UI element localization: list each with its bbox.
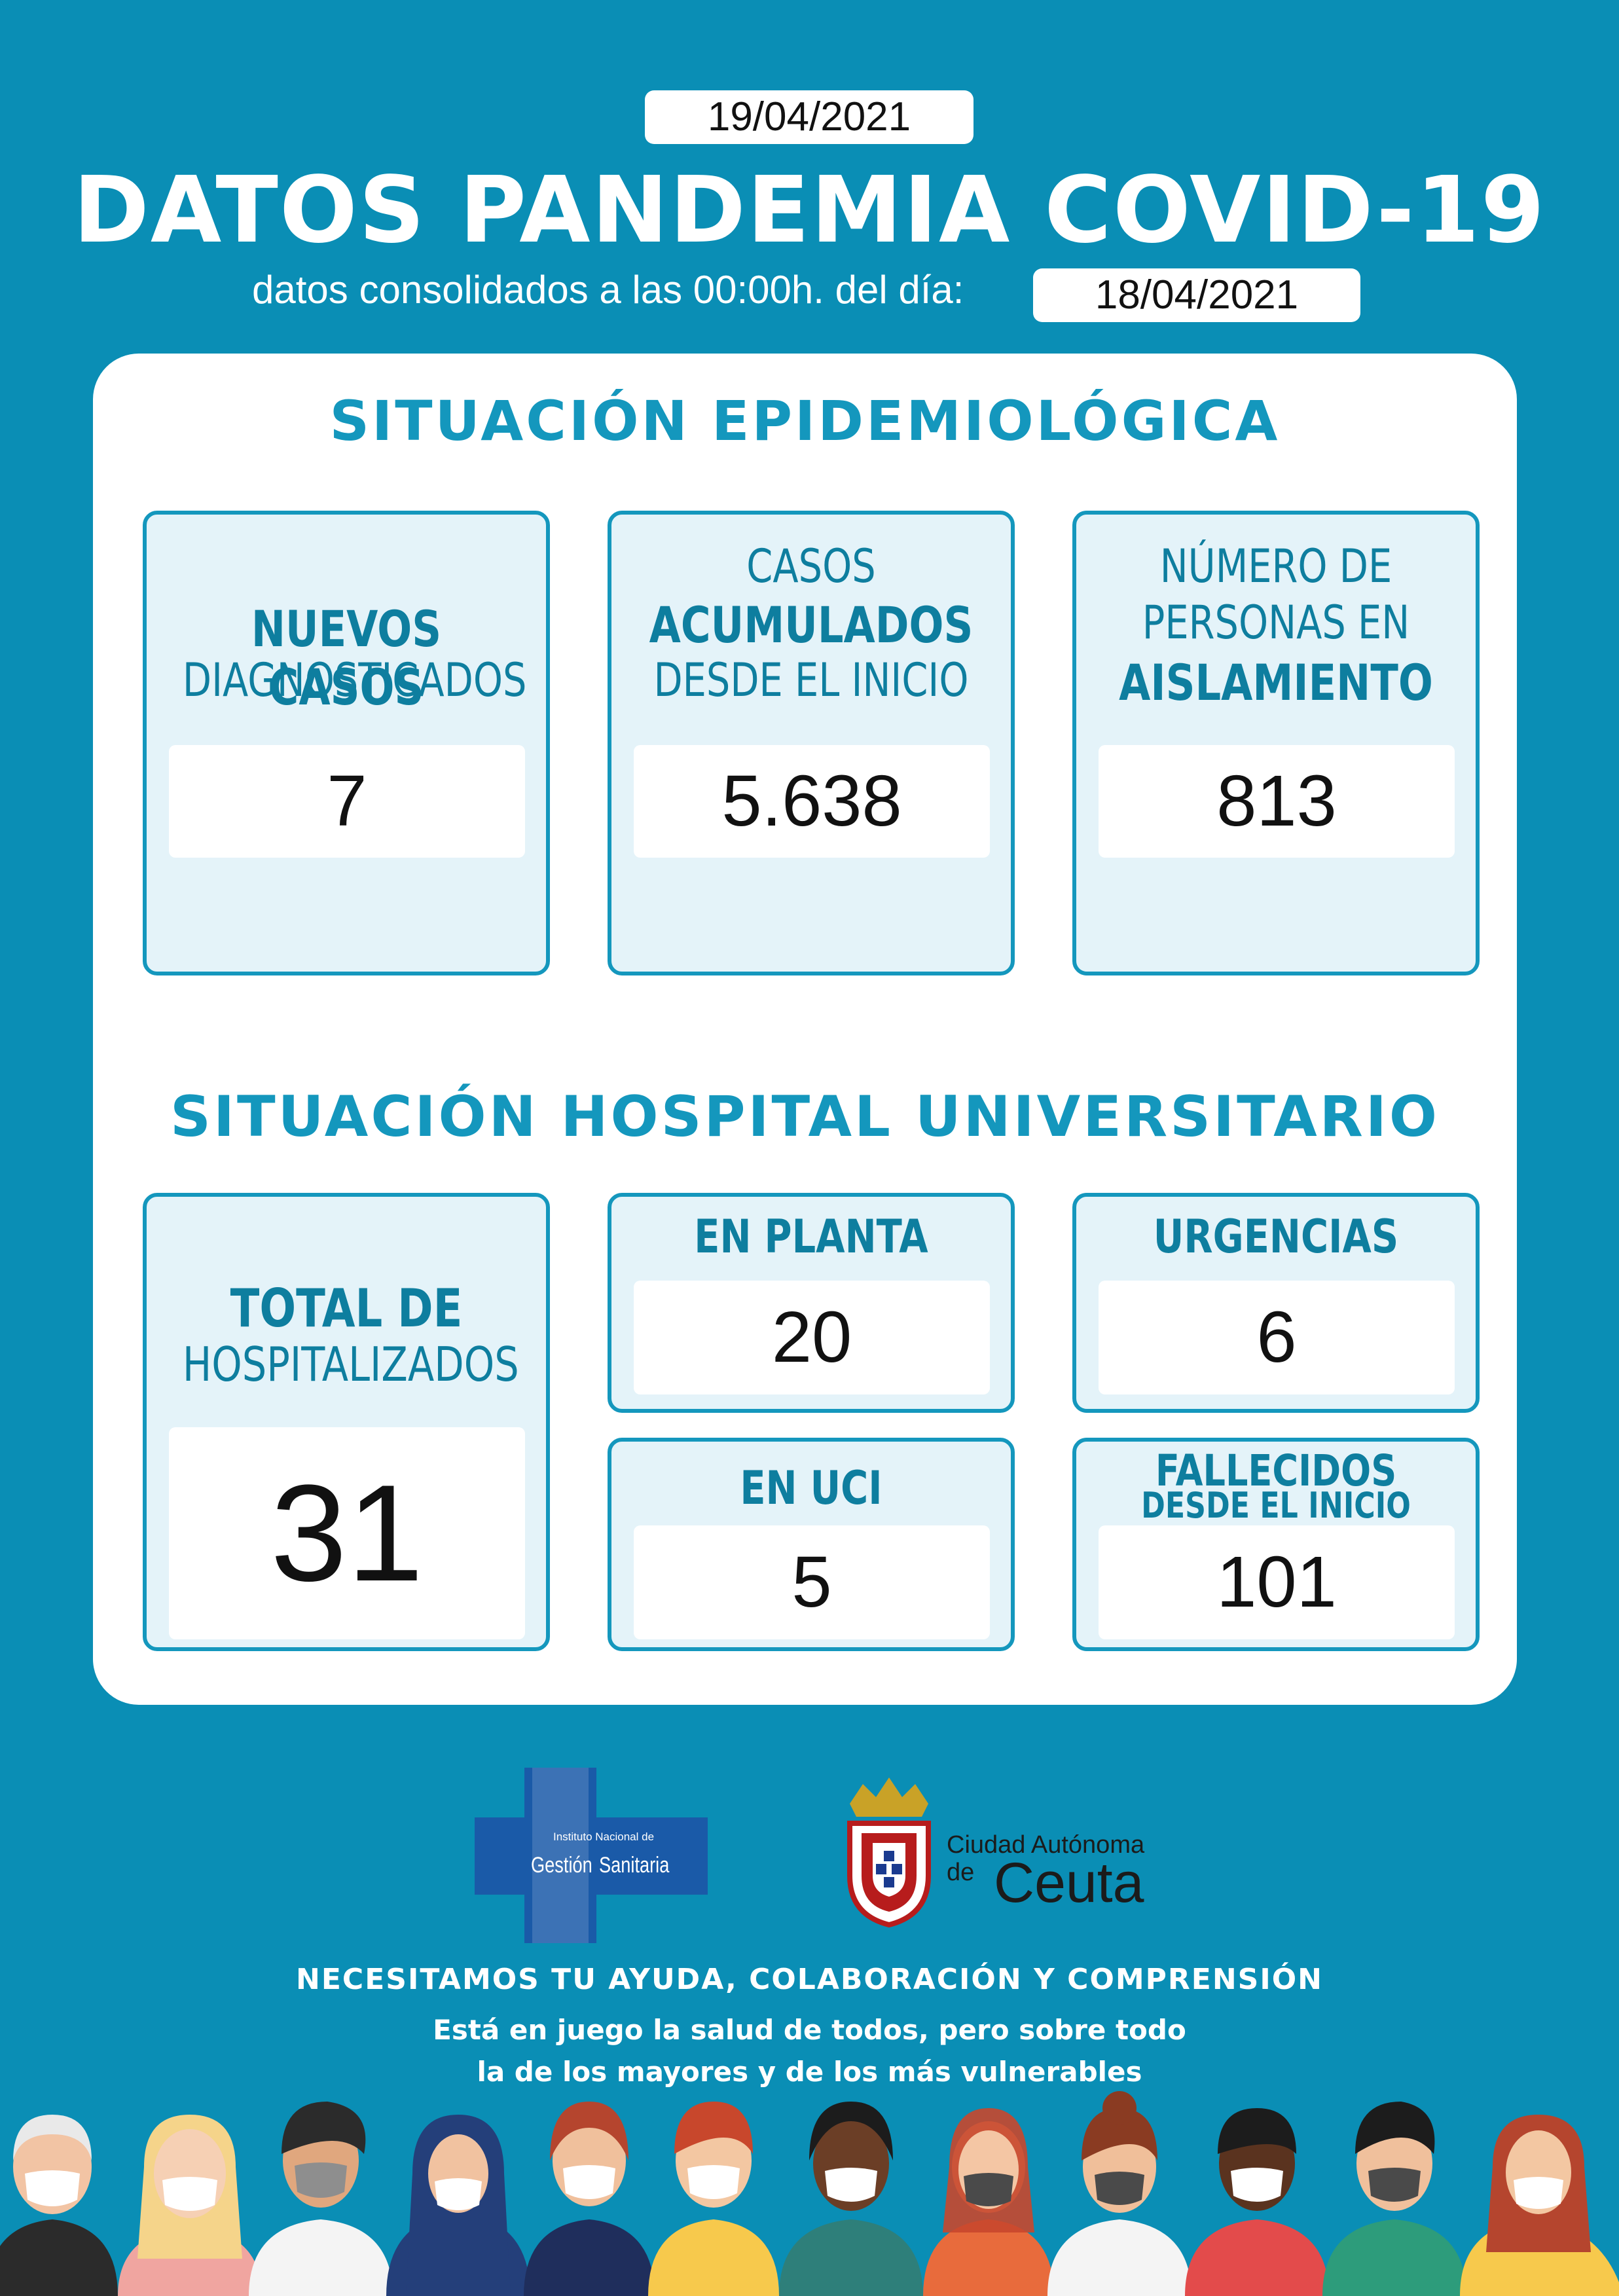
value-urgencias: 6	[1099, 1281, 1455, 1394]
person-10	[1185, 2108, 1329, 2296]
person-3	[249, 2102, 393, 2296]
section-title-hospital: SITUACIÓN HOSPITAL UNIVERSITARIO	[170, 1084, 1440, 1150]
footer-line-2: Está en juego la salud de todos, pero so…	[433, 2014, 1186, 2046]
ingesa-logo-text-right: Sanitaria	[599, 1853, 670, 1878]
ingesa-logo: Instituto Nacional de Gestión Sanitaria	[475, 1768, 708, 1943]
ceuta-logo: Ciudad Autónoma de Ceuta	[837, 1777, 1177, 1928]
person-5	[524, 2102, 655, 2296]
box-total-hospitalizados: TOTAL DE HOSPITALIZADOS 31	[143, 1193, 550, 1651]
label-fallecidos: FALLECIDOS	[1155, 1446, 1397, 1496]
ceuta-logo-text-de: de	[947, 1859, 975, 1886]
box-en-planta: EN PLANTA 20	[608, 1193, 1015, 1413]
ceuta-logo-text-top: Ciudad Autónoma	[947, 1831, 1145, 1859]
ingesa-logo-text-left: Gestión	[531, 1853, 592, 1878]
ceuta-logo-text-name: Ceuta	[994, 1851, 1144, 1914]
label-hospitalizados: HOSPITALIZADOS	[182, 1337, 519, 1392]
subtitle: datos consolidados a las 00:00h. del día…	[252, 268, 964, 312]
value-en-uci: 5	[634, 1525, 990, 1639]
value-aislamiento: 813	[1099, 745, 1455, 858]
box-en-uci: EN UCI 5	[608, 1438, 1015, 1651]
label-fallecidos-desde-el-inicio: DESDE EL INICIO	[1141, 1485, 1411, 1526]
value-en-planta: 20	[634, 1281, 990, 1394]
value-nuevos-casos: 7	[169, 745, 525, 858]
label-aislamiento: AISLAMIENTO	[1119, 653, 1433, 712]
label-personas-en: PERSONAS EN	[1142, 596, 1410, 649]
value-total-hospitalizados: 31	[169, 1427, 525, 1639]
footer-line-3: la de los mayores y de los más vulnerabl…	[477, 2056, 1142, 2088]
report-date: 19/04/2021	[645, 90, 973, 144]
main-card: SITUACIÓN EPIDEMIOLÓGICA NUEVOS CASOS DI…	[93, 354, 1517, 1705]
box-aislamiento: NÚMERO DE PERSONAS EN AISLAMIENTO 813	[1072, 511, 1480, 975]
people-with-masks-illustration	[0, 2091, 1619, 2296]
box-fallecidos: FALLECIDOS DESDE EL INICIO 101	[1072, 1438, 1480, 1651]
ceuta-coat-of-arms-icon	[847, 1777, 931, 1928]
label-urgencias: URGENCIAS	[1153, 1210, 1399, 1264]
person-9	[1047, 2091, 1192, 2296]
data-date: 18/04/2021	[1033, 268, 1360, 322]
person-1	[0, 2115, 118, 2296]
footer-headline: NECESITAMOS TU AYUDA, COLABORACIÓN Y COM…	[296, 1963, 1323, 1996]
value-casos-acumulados: 5.638	[634, 745, 990, 858]
person-8	[923, 2108, 1054, 2296]
person-2	[118, 2115, 262, 2296]
person-7	[779, 2102, 923, 2296]
label-acumulados: ACUMULADOS	[649, 596, 973, 654]
label-numero-de: NÚMERO DE	[1159, 539, 1392, 593]
person-4	[386, 2115, 530, 2296]
box-casos-acumulados: CASOS ACUMULADOS DESDE EL INICIO 5.638	[608, 511, 1015, 975]
ingesa-logo-text-top: Instituto Nacional de	[553, 1831, 655, 1843]
value-fallecidos: 101	[1099, 1525, 1455, 1639]
label-casos: CASOS	[746, 539, 876, 593]
person-6	[648, 2102, 779, 2296]
box-urgencias: URGENCIAS 6	[1072, 1193, 1480, 1413]
label-total-de: TOTAL DE	[230, 1278, 463, 1339]
label-desde-el-inicio: DESDE EL INICIO	[653, 653, 969, 707]
page-title: DATOS PANDEMIA COVID-19	[73, 157, 1546, 264]
box-nuevos-casos: NUEVOS CASOS DIAGNOSTICADOS 7	[143, 511, 550, 975]
person-12	[1460, 2115, 1619, 2296]
label-nuevos-casos: NUEVOS CASOS	[251, 600, 442, 716]
section-title-epidemiologica: SITUACIÓN EPIDEMIOLÓGICA	[329, 389, 1281, 453]
person-11	[1322, 2102, 1466, 2296]
label-diagnosticados: DIAGNOSTICADOS	[182, 653, 527, 707]
label-en-uci: EN UCI	[740, 1461, 882, 1515]
label-en-planta: EN PLANTA	[694, 1210, 928, 1264]
